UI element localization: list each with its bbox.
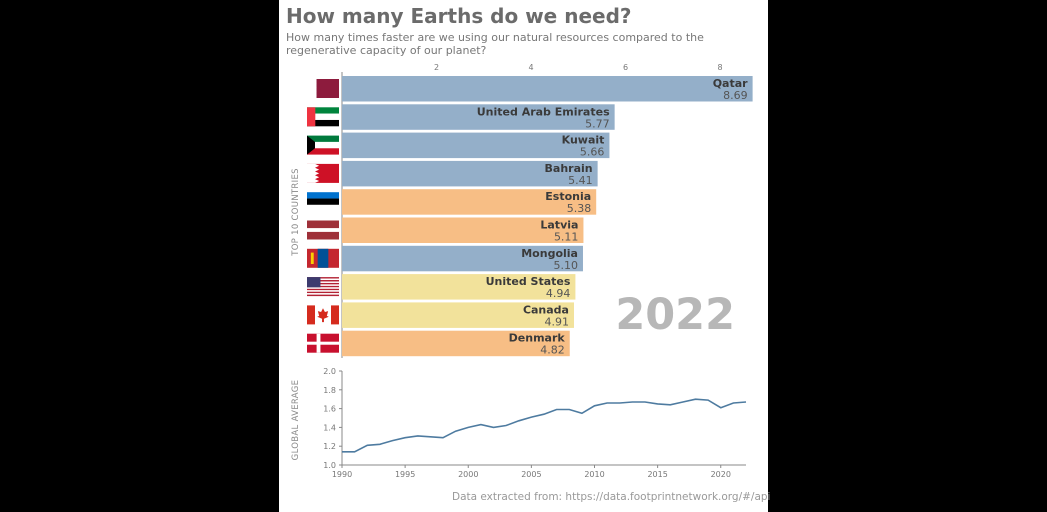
latvia-flag-icon	[307, 220, 339, 240]
line-x-tick-label: 2015	[647, 470, 667, 479]
chart-title: How many Earths do we need?	[286, 4, 632, 28]
mongolia-flag-icon	[307, 248, 339, 268]
bar-category-label: Kuwait	[562, 134, 605, 147]
line-x-tick-label: 1990	[332, 470, 352, 479]
uae-flag-icon	[307, 107, 339, 127]
bar-value-label: 8.69	[723, 89, 748, 102]
bar-category-label: Estonia	[545, 190, 591, 203]
bar-category-label: Canada	[523, 303, 569, 316]
line-y-tick-label: 1.2	[323, 442, 336, 451]
bar-category-label: Denmark	[509, 332, 566, 345]
line-y-axis-label: GLOBAL AVERAGE	[291, 380, 301, 461]
bar-value-label: 5.66	[580, 146, 605, 159]
bar-value-label: 4.94	[546, 287, 571, 300]
bar-category-label: United States	[486, 275, 571, 288]
bar-x-tick-label: 6	[623, 63, 628, 72]
denmark-flag-icon	[307, 333, 339, 353]
chart-subtitle: How many times faster are we using our n…	[286, 31, 704, 57]
line-y-tick-label: 1.6	[323, 405, 336, 414]
source-note: Data extracted from: https://data.footpr…	[452, 491, 771, 503]
bar	[342, 302, 574, 328]
bar-x-tick-label: 4	[528, 63, 533, 72]
bahrain-flag-icon	[307, 163, 339, 183]
bar-category-label: United Arab Emirates	[477, 105, 610, 118]
line-x-tick-label: 2010	[584, 470, 604, 479]
line-y-tick-label: 2.0	[323, 367, 336, 376]
bar	[342, 330, 570, 357]
line-x-tick-label: 2000	[458, 470, 478, 479]
bar-x-tick-label: 2	[434, 63, 439, 72]
line-x-tick-label: 2005	[521, 470, 541, 479]
canada-flag-icon	[307, 305, 339, 325]
bar-value-label: 5.10	[553, 259, 578, 272]
bar	[342, 189, 597, 215]
global-average-line	[342, 398, 747, 453]
line-y-tick-label: 1.0	[323, 461, 336, 470]
bar	[342, 217, 584, 243]
bar	[342, 76, 753, 102]
bar	[342, 245, 583, 272]
bar	[342, 160, 598, 187]
estonia-flag-icon	[307, 192, 339, 212]
bar-y-axis-label: TOP 10 COUNTRIES	[291, 168, 301, 257]
bar	[342, 274, 576, 300]
chart-panel: How many Earths do we need? How many tim…	[279, 0, 771, 512]
line-y-tick-label: 1.4	[323, 423, 336, 432]
line-y-tick-label: 1.8	[323, 386, 336, 395]
kuwait-flag-icon	[307, 135, 339, 155]
bar-category-label: Mongolia	[521, 247, 578, 260]
bar	[342, 132, 610, 159]
bar-category-label: Qatar	[713, 77, 748, 90]
bar-category-label: Latvia	[540, 219, 578, 232]
bar-x-tick-label: 8	[717, 63, 722, 72]
bar-value-label: 4.82	[540, 344, 565, 357]
year-label: 2022	[615, 290, 735, 340]
qatar-flag-icon	[307, 79, 339, 98]
bar-value-label: 5.77	[585, 117, 610, 130]
usa-flag-icon	[307, 277, 339, 297]
bar-value-label: 4.91	[544, 315, 569, 328]
bar-category-label: Bahrain	[545, 162, 593, 175]
line-x-tick-label: 1995	[395, 470, 415, 479]
bar-value-label: 5.11	[554, 231, 579, 244]
bar	[342, 104, 615, 130]
line-x-tick-label: 2020	[711, 470, 731, 479]
bar-value-label: 5.38	[567, 202, 592, 215]
bar-value-label: 5.41	[568, 174, 593, 187]
